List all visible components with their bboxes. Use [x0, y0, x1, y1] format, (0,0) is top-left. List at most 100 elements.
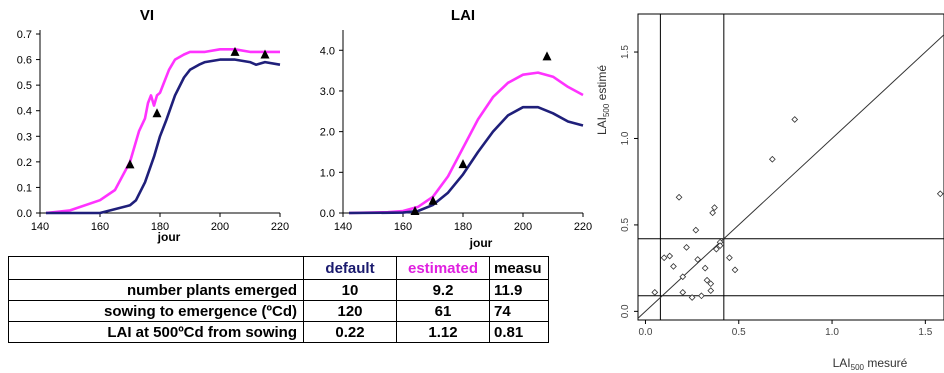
row-label: LAI at 500ºCd from sowing: [8, 321, 304, 343]
y-tick-label: 1.5: [620, 45, 631, 59]
row-label: number plants emerged: [8, 279, 304, 301]
cell-default: 0.22: [303, 321, 397, 343]
series-line: [46, 58, 281, 215]
x-axis-label: jour: [157, 230, 181, 244]
series-line: [45, 47, 280, 215]
cell-estimated: 61: [396, 300, 490, 322]
table-row: sowing to emergence (ºCd) 120 61 74: [8, 300, 549, 322]
observation-triangle-marker: [152, 108, 162, 118]
x-tick-label: 180: [454, 221, 472, 233]
scatter-point-diamond: [936, 190, 944, 198]
observation-triangle-marker: [428, 195, 438, 205]
scatter-point-diamond: [666, 252, 674, 260]
vi-chart: 140 160 180 200 220 0.0 0.1 0.2 0.3 0.4 0.5 0.6 0.7 V…: [17, 7, 289, 244]
x-tick-label: 200: [514, 221, 532, 233]
one-to-one-line: [637, 34, 944, 319]
y-tick-label: 0.0: [320, 208, 335, 220]
scatter-point-diamond: [692, 226, 700, 234]
emergence-summary-table: default estimated measu number plants em…: [8, 256, 549, 343]
scatter-point-diamond: [707, 287, 715, 294]
cell-measured: 0.81: [489, 321, 549, 343]
cell-estimated: 9.2: [396, 279, 490, 301]
x-tick-label: 140: [31, 221, 49, 233]
y-tick-label: 0.0: [620, 304, 631, 318]
lai500-scatter-chart: 0.0 0.5 1.0 1.5 0.0 0.5 1.0 1.5 LAI500 mesuré LAI…: [595, 13, 944, 372]
scatter-point-diamond: [711, 204, 718, 211]
scatter-point-diamond: [726, 254, 733, 262]
y-tick-label: 0.2: [17, 157, 32, 169]
scatter-point-diamond: [791, 116, 799, 123]
series-line: [348, 71, 584, 215]
y-tick-label: 0.7: [17, 29, 32, 41]
chart-title: VI: [140, 7, 154, 24]
series-line: [348, 105, 584, 215]
scatter-point-diamond: [675, 193, 683, 201]
scatter-point-diamond: [683, 244, 690, 251]
scatter-point-diamond: [679, 288, 687, 296]
lai-chart: 140 160 180 200 220 0.0 1.0 2.0 3.0 4.0 LAI jour: [320, 7, 592, 250]
column-header-default: default: [303, 256, 397, 280]
scatter-point-diamond: [698, 292, 705, 300]
y-tick-label: 0.6: [17, 55, 32, 67]
x-tick-label: 1.5: [918, 327, 932, 338]
x-axis-label: jour: [469, 236, 493, 250]
y-tick-label: 1.0: [320, 167, 335, 179]
column-header-estimated: estimated: [396, 256, 490, 280]
scatter-point-diamond: [701, 264, 709, 272]
y-tick-label: 0.3: [17, 131, 32, 143]
y-tick-label: 0.1: [17, 182, 32, 194]
y-tick-label: 2.0: [320, 127, 335, 139]
table-corner-cell: [8, 256, 304, 280]
x-tick-label: 180: [151, 221, 169, 233]
scatter-point-diamond: [768, 155, 776, 163]
scatter-point-diamond: [694, 256, 702, 263]
y-tick-label: 0.5: [620, 218, 631, 232]
y-tick-label: 0.5: [17, 80, 32, 92]
y-tick-label: 0.4: [17, 106, 32, 118]
scatter-point-diamond: [713, 245, 720, 253]
y-tick-label: 3.0: [320, 86, 335, 98]
table-header-row: default estimated measu: [8, 256, 549, 280]
y-tick-label: 0.0: [17, 208, 32, 220]
scatter-point-diamond: [707, 280, 715, 288]
observation-triangle-marker: [260, 49, 270, 59]
y-tick-label: 1.0: [620, 131, 631, 145]
x-tick-label: 200: [211, 221, 229, 233]
cell-estimated: 1.12: [396, 321, 490, 343]
observation-triangle-marker: [542, 51, 552, 61]
x-tick-label: 0.0: [639, 327, 653, 338]
x-tick-label: 0.5: [732, 327, 746, 338]
x-tick-label: 1.0: [825, 327, 839, 338]
x-tick-label: 160: [394, 221, 412, 233]
scatter-point-diamond: [670, 263, 677, 270]
observation-triangle-marker: [458, 159, 468, 169]
row-label: sowing to emergence (ºCd): [8, 300, 304, 322]
scatter-point-diamond: [703, 276, 711, 284]
y-axis-label: LAI500 estimé: [595, 65, 611, 135]
cell-default: 120: [303, 300, 397, 322]
scatter-point-diamond: [688, 294, 696, 301]
scatter-point-diamond: [709, 209, 716, 217]
x-axis-label: LAI500 mesuré: [833, 356, 908, 372]
cell-measured: 74: [489, 300, 549, 322]
cell-default: 10: [303, 279, 397, 301]
x-tick-label: 140: [334, 221, 352, 233]
scatter-point-diamond: [651, 288, 659, 296]
x-tick-label: 220: [574, 221, 592, 233]
cell-measured: 11.9: [489, 279, 549, 301]
observation-triangle-marker: [125, 159, 135, 169]
observation-triangle-marker: [230, 46, 240, 56]
chart-title: LAI: [451, 7, 475, 24]
scatter-point-diamond: [731, 266, 739, 274]
scatter-point-diamond: [679, 273, 687, 281]
table-row: LAI at 500ºCd from sowing 0.22 1.12 0.81: [8, 321, 549, 343]
table-row: number plants emerged 10 9.2 11.9: [8, 279, 549, 301]
y-tick-label: 4.0: [320, 45, 335, 57]
observation-triangle-marker: [410, 205, 420, 215]
scatter-point-diamond: [716, 242, 724, 250]
x-tick-label: 220: [271, 221, 289, 233]
column-header-measured: measu: [489, 256, 549, 280]
scatter-point-diamond: [660, 254, 668, 262]
plot-frame: [637, 13, 944, 321]
